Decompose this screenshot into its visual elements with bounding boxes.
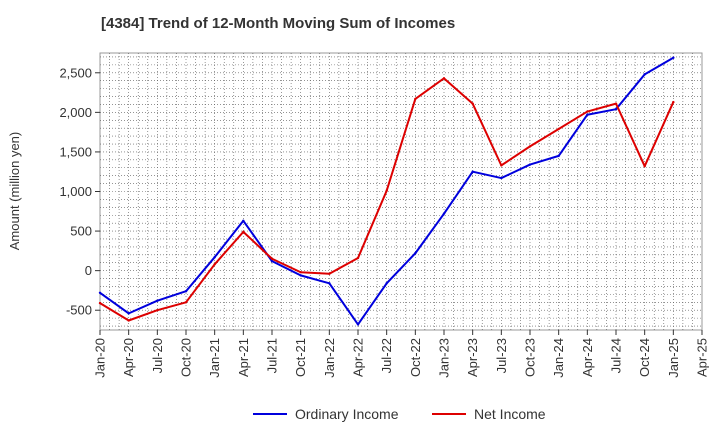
y-tick-label: 0 xyxy=(85,263,92,278)
data-point xyxy=(299,271,302,274)
x-tick-label: Oct-22 xyxy=(408,338,423,377)
x-tick-label: Jul-21 xyxy=(265,338,280,373)
x-tick-label: Jul-23 xyxy=(494,338,509,373)
x-tick-label: Jan-24 xyxy=(551,338,566,378)
y-tick-label: 2,000 xyxy=(59,105,92,120)
data-point xyxy=(299,274,302,277)
x-tick-label: Jul-24 xyxy=(609,338,624,373)
x-tick-label: Apr-21 xyxy=(236,338,251,377)
x-tick-label: Oct-24 xyxy=(637,338,652,377)
data-point xyxy=(385,189,388,192)
x-tick-label: Apr-22 xyxy=(351,338,366,377)
x-tick-label: Jan-22 xyxy=(322,338,337,378)
y-tick-label: 1,500 xyxy=(59,144,92,159)
legend-label: Net Income xyxy=(474,406,546,422)
series-lines xyxy=(98,56,675,326)
data-point xyxy=(672,100,675,104)
data-point xyxy=(385,282,388,285)
data-point xyxy=(471,102,474,105)
data-point xyxy=(672,56,675,59)
data-point xyxy=(614,102,618,105)
data-point xyxy=(557,154,560,158)
x-tick-label: Oct-23 xyxy=(523,338,538,377)
data-point xyxy=(586,110,589,113)
data-point xyxy=(528,145,532,148)
y-tick-label: -500 xyxy=(66,303,92,318)
x-tick-label: Apr-23 xyxy=(465,338,480,377)
data-point xyxy=(242,219,245,222)
data-point xyxy=(557,127,560,131)
data-point xyxy=(184,290,188,293)
y-tick-label: 500 xyxy=(70,224,92,239)
data-point xyxy=(356,323,360,326)
x-axis: Jan-20 Apr-20 Jul-20 Oct-20 Jan-21 Apr-21 Jul-… xyxy=(93,330,710,378)
x-tick-label: Apr-24 xyxy=(580,338,595,377)
data-point xyxy=(328,272,331,276)
x-tick-label: Apr-20 xyxy=(121,338,136,377)
x-tick-label: Apr-25 xyxy=(695,338,710,377)
data-point xyxy=(98,301,102,305)
data-point xyxy=(156,309,159,312)
legend: Ordinary Income Net Income xyxy=(253,406,546,422)
data-point xyxy=(614,107,618,111)
data-point xyxy=(414,252,417,255)
data-point xyxy=(270,259,274,263)
data-point xyxy=(213,263,216,266)
data-point xyxy=(98,291,102,295)
x-tick-label: Jan-25 xyxy=(666,338,681,378)
data-point xyxy=(270,257,274,260)
x-tick-label: Jan-20 xyxy=(93,338,108,378)
y-axis-label: Amount (million yen) xyxy=(7,132,22,251)
data-point xyxy=(586,113,589,116)
data-point xyxy=(184,301,188,304)
x-tick-label: Oct-20 xyxy=(179,338,194,377)
data-point xyxy=(500,164,503,167)
data-point xyxy=(442,212,446,215)
data-point xyxy=(500,176,503,180)
data-point xyxy=(127,319,130,322)
x-tick-label: Jan-21 xyxy=(207,338,222,378)
legend-label: Ordinary Income xyxy=(295,406,399,422)
y-axis: -500 0 500 1,000 1,500 2,000 2,500 xyxy=(59,65,100,318)
data-point xyxy=(328,282,331,285)
data-point xyxy=(127,312,130,315)
data-point xyxy=(156,299,159,302)
x-tick-label: Jul-20 xyxy=(150,338,165,373)
data-point xyxy=(471,170,474,173)
y-tick-label: 1,000 xyxy=(59,184,92,199)
data-point xyxy=(414,97,417,101)
chart-title: [4384] Trend of 12-Month Moving Sum of I… xyxy=(101,15,456,32)
data-point xyxy=(442,77,446,80)
x-tick-label: Jul-22 xyxy=(379,338,394,373)
x-tick-label: Oct-21 xyxy=(293,338,308,377)
data-point xyxy=(528,163,532,166)
data-point xyxy=(356,256,360,260)
grid xyxy=(100,53,702,330)
data-point xyxy=(643,164,646,168)
x-tick-label: Jan-23 xyxy=(437,338,452,378)
data-point xyxy=(242,230,245,234)
y-tick-label: 2,500 xyxy=(59,65,92,80)
data-point xyxy=(643,73,646,76)
data-point xyxy=(213,255,216,259)
